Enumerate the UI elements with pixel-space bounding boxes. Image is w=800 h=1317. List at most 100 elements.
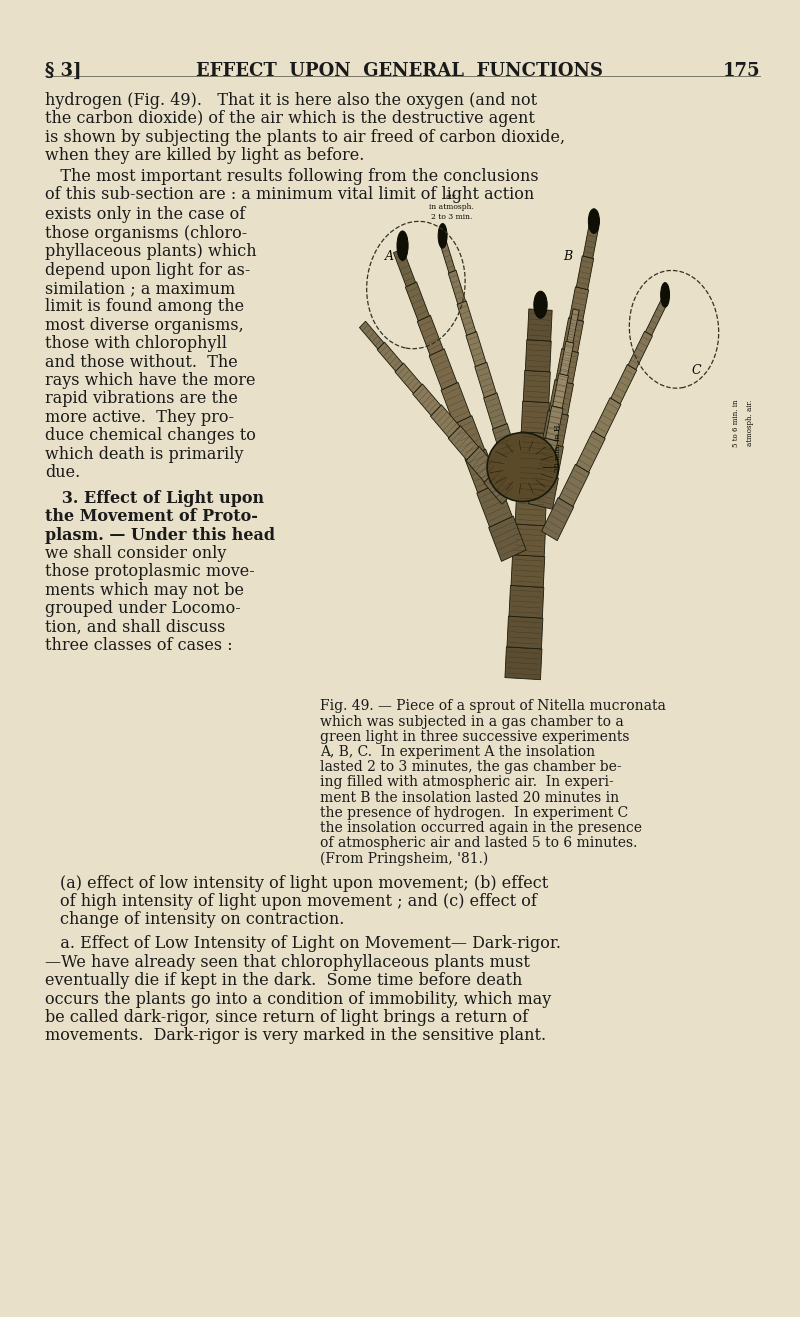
Polygon shape xyxy=(542,498,574,541)
Text: when they are killed by light as before.: when they are killed by light as before. xyxy=(45,148,364,165)
Text: eventually die if kept in the dark.  Some time before death: eventually die if kept in the dark. Some… xyxy=(45,972,522,989)
Text: rays which have the more: rays which have the more xyxy=(45,371,255,389)
Text: plasm. — Under this head: plasm. — Under this head xyxy=(45,527,275,544)
Text: The most important results following from the conclusions: The most important results following fro… xyxy=(45,167,538,184)
Polygon shape xyxy=(418,315,443,356)
Polygon shape xyxy=(507,616,543,649)
Text: depend upon light for as-: depend upon light for as- xyxy=(45,262,250,279)
Polygon shape xyxy=(517,462,547,495)
Polygon shape xyxy=(441,382,471,424)
Text: hydrogen (Fig. 49).   That it is here also the oxygen (and not: hydrogen (Fig. 49). That it is here also… xyxy=(45,92,537,109)
Polygon shape xyxy=(646,298,668,336)
Polygon shape xyxy=(483,392,506,429)
Polygon shape xyxy=(546,406,563,441)
Text: similation ; a maximum: similation ; a maximum xyxy=(45,281,235,298)
Ellipse shape xyxy=(534,291,547,319)
Polygon shape xyxy=(538,439,558,474)
Polygon shape xyxy=(515,494,546,525)
Polygon shape xyxy=(576,255,594,290)
Polygon shape xyxy=(448,270,466,304)
Polygon shape xyxy=(465,449,498,493)
Polygon shape xyxy=(489,516,526,561)
Text: A: A xyxy=(385,250,394,263)
Text: atmosph. air.: atmosph. air. xyxy=(746,399,754,446)
Polygon shape xyxy=(529,473,558,510)
Text: and those without.  The: and those without. The xyxy=(45,353,238,370)
Polygon shape xyxy=(628,331,653,370)
Text: 175: 175 xyxy=(722,62,760,80)
Polygon shape xyxy=(466,446,498,482)
Polygon shape xyxy=(570,287,589,321)
Ellipse shape xyxy=(588,209,599,233)
Text: more active.  They pro-: more active. They pro- xyxy=(45,408,234,425)
Polygon shape xyxy=(474,362,496,398)
Polygon shape xyxy=(523,370,550,403)
Text: of atmospheric air and lasted 5 to 6 minutes.: of atmospheric air and lasted 5 to 6 min… xyxy=(320,836,638,851)
Polygon shape xyxy=(511,554,545,587)
Text: in atmosph.: in atmosph. xyxy=(429,203,474,211)
Polygon shape xyxy=(519,432,549,464)
Polygon shape xyxy=(535,441,563,478)
Text: duce chemical changes to: duce chemical changes to xyxy=(45,427,256,444)
Polygon shape xyxy=(526,340,551,371)
Text: exists only in the case of: exists only in the case of xyxy=(45,207,246,224)
Text: EFFECT  UPON  GENERAL  FUNCTIONS: EFFECT UPON GENERAL FUNCTIONS xyxy=(197,62,603,80)
Polygon shape xyxy=(453,416,485,458)
Polygon shape xyxy=(378,342,403,371)
Text: lasted 2 to 3 minutes, the gas chamber be-: lasted 2 to 3 minutes, the gas chamber b… xyxy=(320,760,622,774)
Text: air.: air. xyxy=(446,194,458,202)
Polygon shape xyxy=(505,647,542,680)
Polygon shape xyxy=(395,363,422,394)
Text: those protoplasmic move-: those protoplasmic move- xyxy=(45,564,254,581)
Polygon shape xyxy=(448,425,478,460)
Polygon shape xyxy=(553,374,569,408)
Polygon shape xyxy=(429,349,457,390)
Polygon shape xyxy=(611,365,637,404)
Text: § 3]: § 3] xyxy=(45,62,82,80)
Text: those with chlorophyll: those with chlorophyll xyxy=(45,336,227,352)
Text: 20 min. in H.: 20 min. in H. xyxy=(554,423,562,473)
Text: phyllaceous plants) which: phyllaceous plants) which xyxy=(45,244,257,261)
Text: the insolation occurred again in the presence: the insolation occurred again in the pre… xyxy=(320,820,642,835)
Text: movements.  Dark-rigor is very marked in the sensitive plant.: movements. Dark-rigor is very marked in … xyxy=(45,1027,546,1044)
Polygon shape xyxy=(493,424,517,460)
Text: C: C xyxy=(692,363,702,377)
Polygon shape xyxy=(562,317,583,353)
Polygon shape xyxy=(430,404,460,437)
Text: is shown by subjecting the plants to air freed of carbon dioxide,: is shown by subjecting the plants to air… xyxy=(45,129,565,146)
Text: (a) effect of low intensity of light upon movement; (b) effect: (a) effect of low intensity of light upo… xyxy=(60,874,548,892)
Text: (From Pringsheim, '81.): (From Pringsheim, '81.) xyxy=(320,851,488,865)
Text: of this sub-section are : a minimum vital limit of light action: of this sub-section are : a minimum vita… xyxy=(45,186,534,203)
Text: Fig. 49. — Piece of a sprout of Nitella mucronata: Fig. 49. — Piece of a sprout of Nitella … xyxy=(320,699,666,714)
Text: change of intensity on contraction.: change of intensity on contraction. xyxy=(60,911,344,928)
Polygon shape xyxy=(513,524,546,557)
Text: —We have already seen that chlorophyllaceous plants must: —We have already seen that chlorophyllac… xyxy=(45,954,530,971)
Text: ment B the insolation lasted 20 minutes in: ment B the insolation lasted 20 minutes … xyxy=(320,790,619,805)
Text: grouped under Locomo-: grouped under Locomo- xyxy=(45,601,241,618)
Text: occurs the plants go into a condition of immobility, which may: occurs the plants go into a condition of… xyxy=(45,990,551,1008)
Text: most diverse organisms,: most diverse organisms, xyxy=(45,317,244,333)
Text: 2 to 3 min.: 2 to 3 min. xyxy=(431,213,472,221)
Polygon shape xyxy=(439,240,455,273)
Text: ments which may not be: ments which may not be xyxy=(45,582,244,599)
Polygon shape xyxy=(359,321,384,349)
Text: due.: due. xyxy=(45,464,80,481)
Polygon shape xyxy=(457,300,476,336)
Polygon shape xyxy=(484,468,517,504)
Polygon shape xyxy=(477,482,512,527)
Polygon shape xyxy=(466,332,486,366)
Polygon shape xyxy=(509,586,544,618)
Polygon shape xyxy=(594,398,621,439)
Ellipse shape xyxy=(397,230,408,261)
Text: rapid vibrations are the: rapid vibrations are the xyxy=(45,390,238,407)
Polygon shape xyxy=(522,402,550,433)
Text: tion, and shall discuss: tion, and shall discuss xyxy=(45,619,226,636)
Polygon shape xyxy=(406,282,430,321)
Polygon shape xyxy=(559,465,590,507)
Text: the presence of hydrogen.  In experiment C: the presence of hydrogen. In experiment … xyxy=(320,806,628,819)
Ellipse shape xyxy=(438,224,447,248)
Polygon shape xyxy=(556,349,578,383)
Ellipse shape xyxy=(661,283,670,307)
Text: which was subjected in a gas chamber to a: which was subjected in a gas chamber to … xyxy=(320,715,624,728)
Text: 5 to 6 min. in: 5 to 6 min. in xyxy=(732,399,740,446)
